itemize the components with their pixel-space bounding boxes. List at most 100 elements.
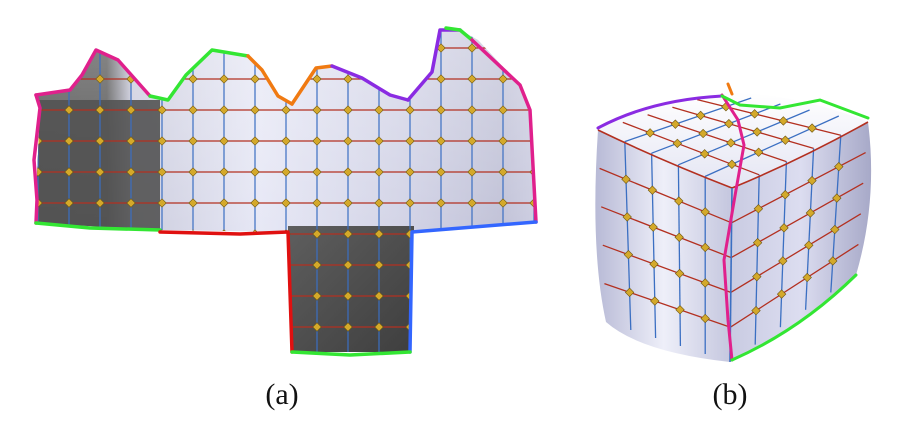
- mesh-vertex: [64, 74, 74, 84]
- mesh-vertex: [780, 135, 791, 145]
- mesh-vertex: [188, 136, 198, 146]
- mesh-vertex: [374, 105, 384, 115]
- mesh-vertex: [649, 259, 659, 269]
- mesh-vertex: [219, 198, 229, 208]
- mesh-vertex: [779, 223, 789, 233]
- mesh-vertex: [95, 167, 105, 177]
- mesh-vertex: [437, 13, 445, 21]
- mesh-vertex: [700, 313, 710, 324]
- mesh-vertex: [281, 43, 291, 53]
- mesh-vertex: [343, 229, 353, 239]
- mesh-vertex: [498, 291, 508, 301]
- mesh-vertex: [219, 74, 229, 84]
- seam-green-bottom-left: [34, 221, 162, 232]
- mesh-vertex: [498, 105, 508, 115]
- mesh-vertex: [647, 185, 658, 195]
- mesh-vertex: [250, 291, 260, 301]
- seam-curves-a: [32, 26, 538, 357]
- mesh-vertex: [498, 167, 508, 177]
- mesh-vertex: [219, 322, 229, 332]
- mesh-vertex: [281, 105, 291, 115]
- mesh-vertex: [219, 136, 229, 146]
- seam-magenta-right: [470, 38, 538, 224]
- mesh-vertex: [343, 74, 353, 84]
- mesh-vertex: [805, 208, 816, 218]
- mesh-vertex: [698, 128, 708, 139]
- mesh-vertex: [219, 105, 229, 115]
- mesh-vertex: [834, 161, 844, 172]
- mesh-vertex: [64, 105, 74, 115]
- mesh-vertex: [436, 198, 446, 208]
- mesh-vertex: [780, 190, 790, 200]
- mesh-vertex: [126, 105, 136, 115]
- mesh-vertex: [498, 43, 508, 53]
- mesh-vertex: [36, 260, 43, 270]
- mesh-vertex: [95, 74, 105, 84]
- mesh-vertex: [313, 13, 321, 21]
- cube-right-face: [730, 122, 872, 362]
- mesh-vertex: [250, 74, 260, 84]
- mesh-vertex: [157, 43, 167, 53]
- mesh-vertex: [751, 305, 761, 316]
- mesh-vertex: [752, 272, 762, 282]
- seam-purple-top: [330, 64, 410, 102]
- mesh-vertex: [312, 229, 322, 239]
- mesh-vertex: [467, 105, 477, 115]
- mesh-vertex: [126, 291, 136, 301]
- mesh-vertex: [727, 159, 737, 169]
- mesh-vertex: [126, 167, 136, 177]
- mesh-vertex: [220, 13, 228, 21]
- mesh-vertex: [807, 123, 817, 133]
- mesh-vertex: [188, 260, 198, 270]
- cube-top-grid-line: [704, 115, 840, 177]
- mesh-vertex: [650, 296, 660, 306]
- caption-a: (a): [265, 378, 298, 411]
- mesh-vertex: [467, 322, 477, 332]
- mesh-vertex: [375, 13, 383, 21]
- mesh-vertex: [64, 322, 74, 332]
- mesh-vertex: [250, 167, 260, 177]
- cube-right-grid-line: [754, 174, 760, 345]
- mesh-vertex: [250, 260, 260, 270]
- mesh-vertex: [529, 322, 536, 332]
- mesh-vertex: [467, 229, 477, 239]
- mesh-vertex: [675, 305, 685, 315]
- mesh-vertex: [158, 13, 166, 21]
- mesh-vertex: [188, 167, 198, 177]
- mesh-vertex: [374, 322, 384, 332]
- mesh-vertex: [672, 138, 683, 149]
- cube-left-grid-line: [677, 164, 682, 347]
- mesh-vertex: [405, 136, 415, 146]
- mesh-vertex: [219, 167, 229, 177]
- mesh-vertex: [64, 43, 74, 53]
- mesh-vertex: [157, 198, 167, 208]
- seam-b-green-top-right: [720, 94, 870, 120]
- mesh-vertex: [65, 13, 73, 21]
- seam-orange-1: [246, 54, 294, 106]
- mesh-vertex: [436, 43, 446, 53]
- mesh-vertex: [188, 322, 198, 332]
- mesh-vertex: [374, 43, 384, 53]
- mesh-vertex: [802, 272, 812, 283]
- cube-top-face: [598, 92, 868, 188]
- mesh-vertex: [188, 74, 198, 84]
- mesh-vertex: [219, 291, 229, 301]
- cube-top-grid-line: [651, 103, 781, 154]
- seam-b-purple-top-left: [596, 94, 724, 130]
- mesh-vertex: [726, 138, 736, 148]
- mesh-vertex: [36, 322, 43, 332]
- mesh-vertex: [188, 291, 198, 301]
- mesh-vertex: [436, 167, 446, 177]
- cube-right-grid-line: [804, 148, 815, 310]
- mesh-vertex: [343, 322, 353, 332]
- mesh-vertex: [36, 74, 43, 84]
- caption-b: (b): [713, 378, 748, 411]
- mesh-vertex: [95, 322, 105, 332]
- cube-right-grid-line: [730, 213, 862, 293]
- mesh-vertex: [623, 249, 634, 260]
- mesh-vertex: [529, 260, 536, 270]
- mesh-vertex: [645, 128, 655, 138]
- mesh-vertex: [699, 149, 710, 159]
- seam-orange-2: [290, 64, 334, 106]
